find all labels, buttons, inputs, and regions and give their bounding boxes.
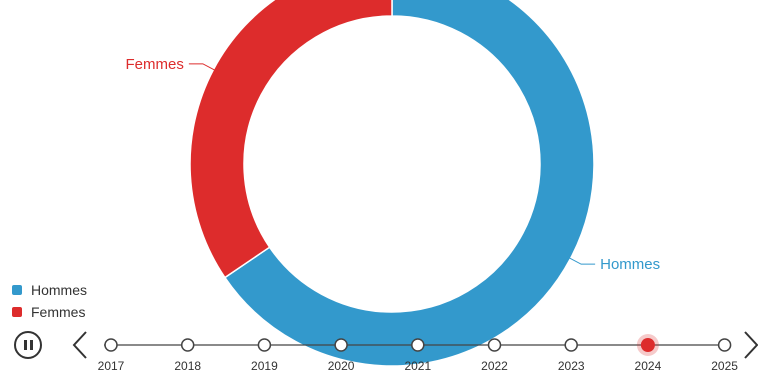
- connector-hommes: [566, 256, 596, 265]
- chart-legend: Hommes Femmes: [12, 279, 87, 323]
- timeline-year-2023[interactable]: 2023: [558, 338, 585, 373]
- pause-icon-bar-left: [23, 340, 27, 350]
- timeline-year-2022[interactable]: 2022: [481, 338, 508, 373]
- timeline-dot: [487, 338, 502, 352]
- label-hommes: Hommes: [600, 256, 660, 273]
- legend-item-hommes[interactable]: Hommes: [12, 279, 87, 301]
- donut-slices: [189, 0, 595, 367]
- timeline-year-2021[interactable]: 2021: [404, 338, 431, 373]
- legend-swatch-femmes: [12, 307, 22, 317]
- timeline-year-2020[interactable]: 2020: [328, 338, 355, 373]
- legend-label-femmes: Femmes: [31, 304, 86, 320]
- timeline-year-2017[interactable]: 2017: [98, 338, 125, 373]
- timeline-year-2018[interactable]: 2018: [174, 338, 201, 373]
- timeline-track: 2017 2018 2019 2020 2021 2022 2023 2024 2025: [72, 331, 758, 373]
- timeline-year-label: 2025: [711, 359, 738, 373]
- timeline-dot: [334, 338, 348, 352]
- timeline-year-label: 2021: [404, 359, 431, 373]
- timeline-year-2024[interactable]: 2024: [635, 334, 662, 373]
- timeline-year-label: 2017: [98, 359, 125, 373]
- legend-label-hommes: Hommes: [31, 282, 88, 298]
- slice-hommes[interactable]: [223, 0, 595, 367]
- legend-swatch-hommes: [12, 285, 22, 295]
- timeline-dot: [257, 338, 272, 352]
- timeline-year-2019[interactable]: 2019: [251, 338, 278, 373]
- timeline-dot: [104, 338, 118, 352]
- next-year-chevron-icon[interactable]: [744, 331, 758, 359]
- timeline-year-label: 2023: [558, 359, 585, 373]
- pause-button[interactable]: [14, 331, 42, 359]
- timeline-year-label: 2020: [328, 359, 355, 373]
- timeline-dot: [411, 338, 425, 352]
- legend-item-femmes[interactable]: Femmes: [12, 301, 87, 323]
- previous-year-chevron-icon[interactable]: [72, 331, 87, 359]
- timeline-dot: [564, 338, 578, 352]
- slice-labels: Hommes Femmes: [126, 56, 661, 273]
- timeline-year-label: 2024: [635, 359, 662, 373]
- label-femmes: Femmes: [126, 56, 184, 73]
- timeline-year-label: 2018: [174, 359, 201, 373]
- timeline-dot-selected: [640, 338, 655, 352]
- timeline-dot: [180, 338, 195, 352]
- connector-femmes: [188, 63, 218, 72]
- slice-femmes[interactable]: [189, 0, 393, 279]
- timeline-years: 2017 2018 2019 2020 2021 2022 2023 2024 2025: [98, 334, 738, 373]
- timeline-dot: [717, 338, 732, 352]
- timeline-year-label: 2019: [251, 359, 278, 373]
- timeline-year-label: 2022: [481, 359, 508, 373]
- pause-icon-bar-right: [29, 340, 33, 350]
- timeline-year-2025[interactable]: 2025: [711, 338, 738, 373]
